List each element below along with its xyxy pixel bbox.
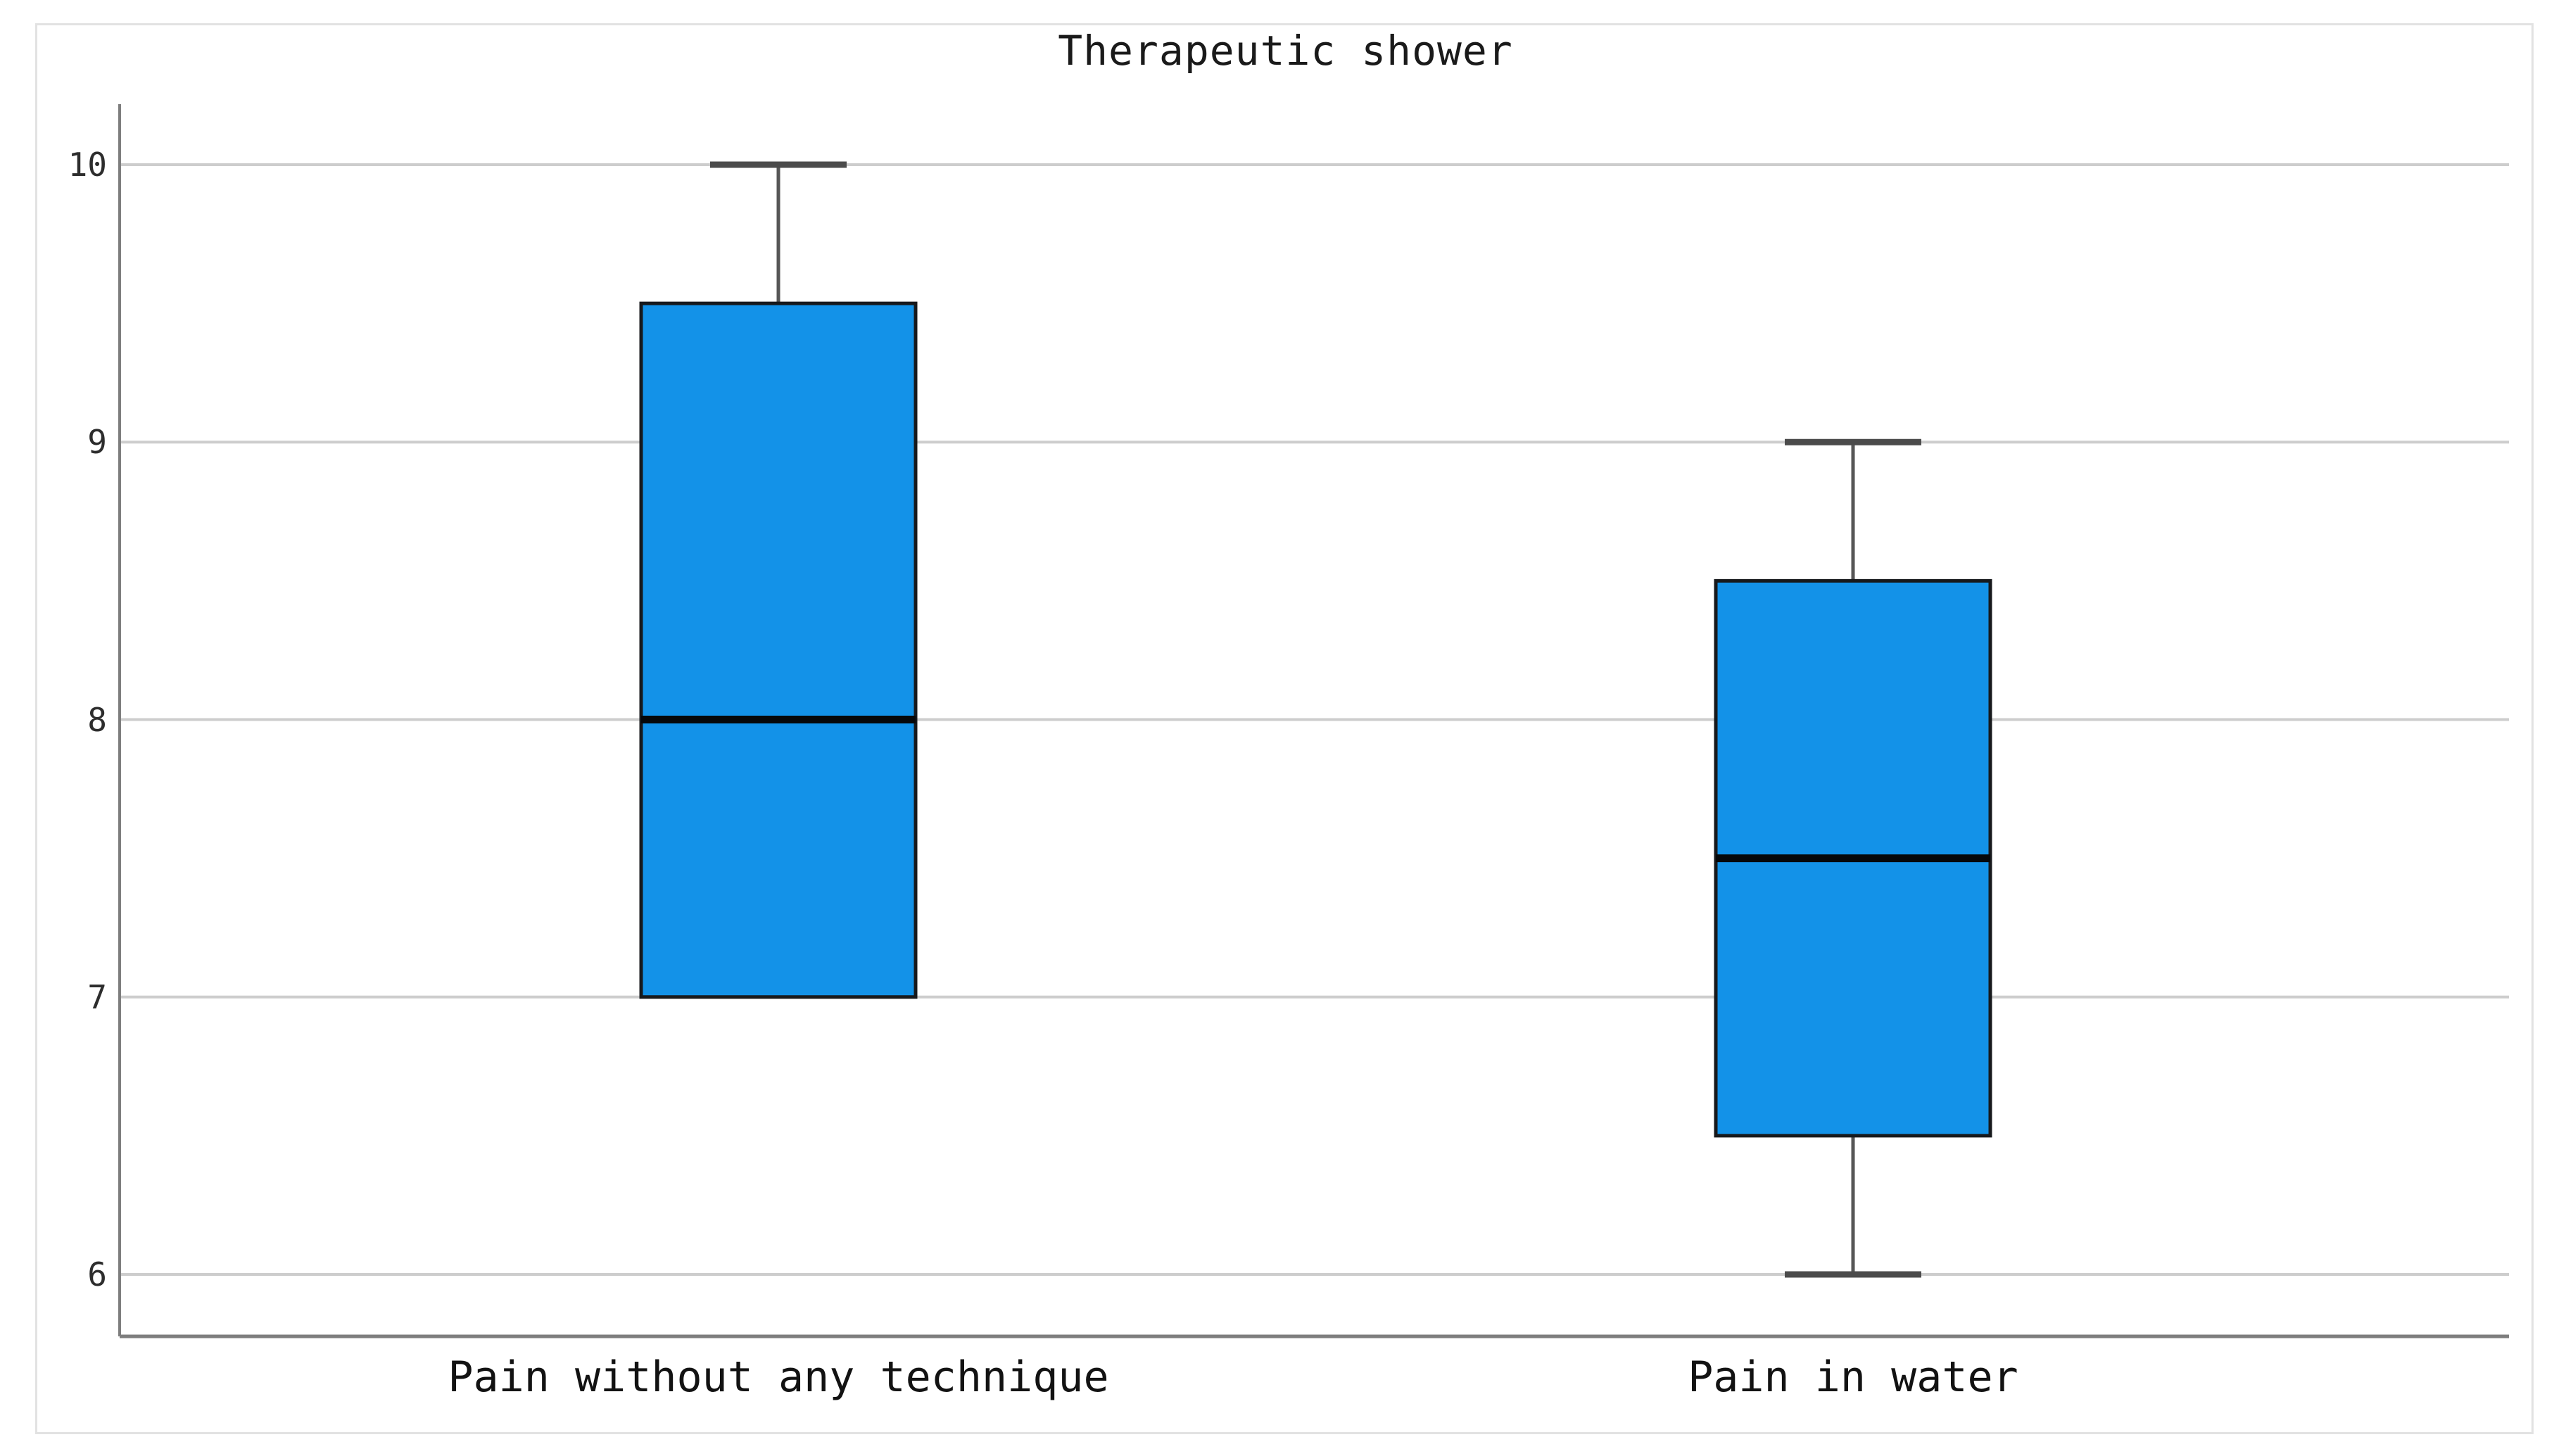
y-tick-label-9: 9 xyxy=(87,423,107,462)
y-tick-label-10: 10 xyxy=(68,146,107,184)
y-tick-label-7: 7 xyxy=(87,977,107,1016)
y-tick-label-8: 8 xyxy=(87,700,107,739)
category-label-pain-in-water: Pain in water xyxy=(1688,1353,2018,1402)
iqr-box-0 xyxy=(639,301,918,999)
chart-title: Therapeutic shower xyxy=(1058,27,1513,75)
chart-card xyxy=(35,23,2534,1434)
y-tick-label-6: 6 xyxy=(87,1255,107,1293)
category-label-pain-without-technique: Pain without any technique xyxy=(448,1353,1109,1402)
